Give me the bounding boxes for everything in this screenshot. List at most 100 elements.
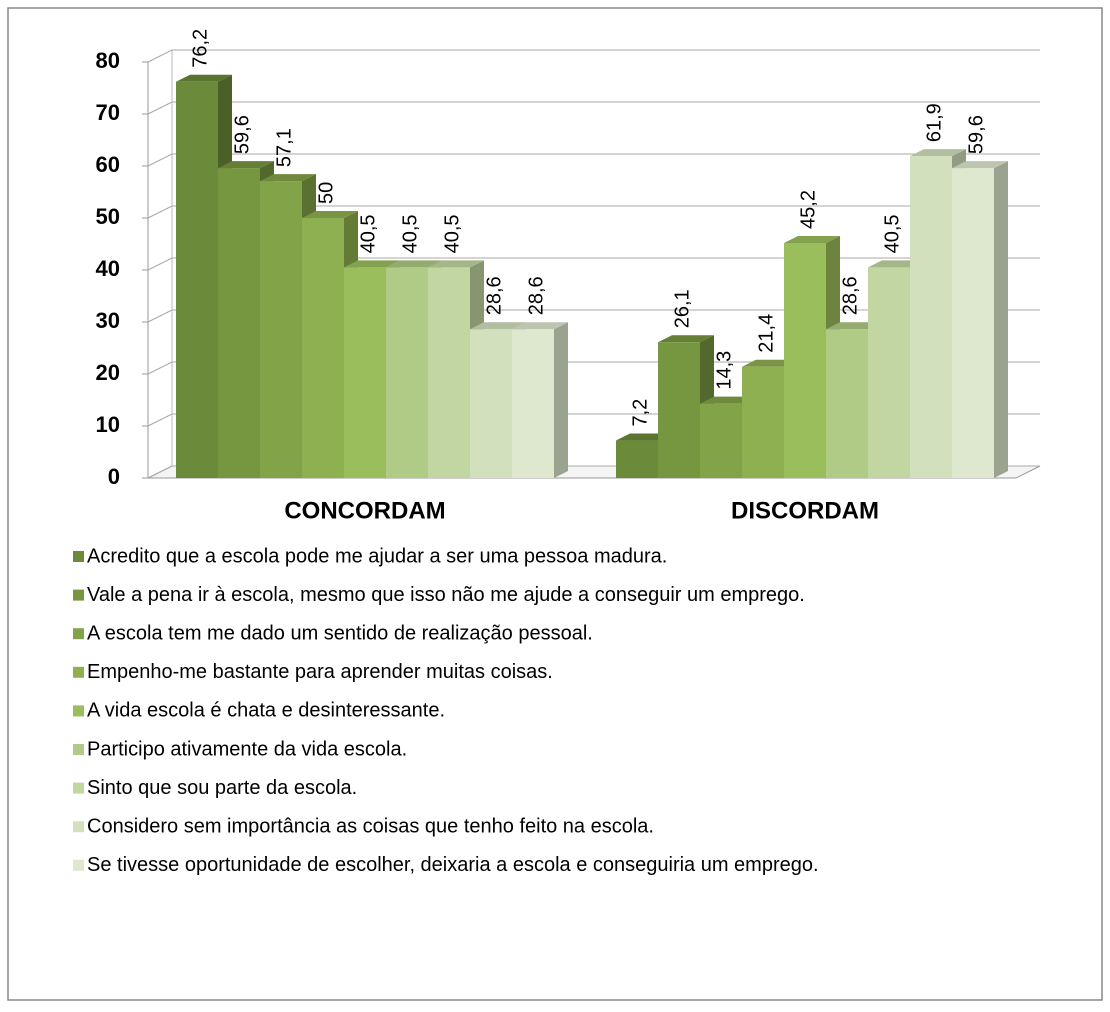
bar-top-shade <box>658 335 714 343</box>
legend-swatch <box>73 551 84 562</box>
bar-top-shade <box>470 322 526 330</box>
bar-top-shade <box>428 260 484 268</box>
value-label: 45,2 <box>797 190 819 229</box>
grid-line <box>147 153 1040 167</box>
bar <box>700 403 742 478</box>
bar <box>428 267 470 478</box>
bar <box>910 156 952 478</box>
bar <box>302 218 344 478</box>
bar-side-shade <box>994 161 1008 478</box>
value-label: 50 <box>315 182 337 204</box>
bar <box>386 267 428 478</box>
value-label: 14,3 <box>713 351 735 390</box>
bar-top <box>470 322 526 330</box>
grid-line <box>147 257 1040 271</box>
y-tick-label: 80 <box>96 48 120 73</box>
y-tick-label: 0 <box>108 464 120 489</box>
y-tick-label: 50 <box>96 204 120 229</box>
bar-top <box>784 235 840 243</box>
value-label: 26,1 <box>671 289 693 328</box>
grid-line <box>147 205 1040 219</box>
bar-top-shade <box>784 235 840 243</box>
bar <box>260 181 302 478</box>
bar-top <box>176 74 232 82</box>
bar-top <box>952 161 1008 169</box>
bar <box>176 81 218 478</box>
bar-top <box>512 322 568 330</box>
bar-top-shade <box>952 161 1008 169</box>
bar-top-shade <box>218 161 274 169</box>
legend-label: Sinto que sou parte da escola. <box>87 777 357 799</box>
bar <box>784 242 826 478</box>
bar-side-shade <box>554 322 568 478</box>
grid-line <box>147 361 1040 375</box>
bar <box>658 342 700 478</box>
grid-line <box>147 49 1040 63</box>
value-label: 28,6 <box>525 276 547 315</box>
bar-side <box>554 322 568 478</box>
value-label: 40,5 <box>357 214 379 253</box>
bar-top-shade <box>302 211 358 218</box>
x-tick-label: CONCORDAM <box>284 497 445 524</box>
legend-label: Considero sem importância as coisas que … <box>87 815 654 837</box>
bar <box>470 329 512 478</box>
bar-top <box>344 260 400 268</box>
bar-top-shade <box>386 260 442 268</box>
y-tick-label: 60 <box>96 152 120 177</box>
bar <box>868 267 910 478</box>
y-tick-label: 70 <box>96 100 120 125</box>
grid-line <box>147 309 1040 323</box>
legend-label: A vida escola é chata e desinteressante. <box>87 700 445 722</box>
legend-swatch <box>73 666 84 678</box>
bar-top <box>302 211 358 218</box>
legend-label: Participo ativamente da vida escola. <box>87 738 407 760</box>
value-label: 76,2 <box>189 29 211 68</box>
value-label: 7,2 <box>629 399 651 427</box>
value-label: 21,4 <box>755 314 777 353</box>
bar-top-shade <box>910 149 966 157</box>
bar-top <box>428 260 484 268</box>
y-tick-label: 40 <box>96 256 120 281</box>
legend-swatch <box>73 782 84 794</box>
value-label: 28,6 <box>839 276 861 315</box>
value-label: 40,5 <box>881 214 903 253</box>
bar-top <box>260 174 316 182</box>
bar-top-shade <box>260 174 316 182</box>
grid-line <box>147 101 1040 115</box>
x-tick-label: DISCORDAM <box>731 497 879 524</box>
value-label: 61,9 <box>923 103 945 142</box>
bar <box>616 440 658 478</box>
legend-label: Vale a pena ir à escola, mesmo que isso … <box>87 584 805 606</box>
value-label: 59,6 <box>231 115 253 154</box>
legend-swatch <box>73 589 84 601</box>
legend-swatch <box>73 744 84 755</box>
bar-top-shade <box>344 260 400 268</box>
legend-label: A escola tem me dado um sentido de reali… <box>87 622 593 644</box>
value-label: 59,6 <box>965 115 987 154</box>
legend-swatch <box>73 705 84 717</box>
value-label: 28,6 <box>483 276 505 315</box>
value-label: 40,5 <box>399 214 421 253</box>
y-tick-label: 10 <box>96 412 120 437</box>
bar <box>826 329 868 478</box>
legend-label: Se tivesse oportunidade de escolher, dei… <box>87 854 819 876</box>
legend-swatch <box>73 628 84 640</box>
y-tick-label: 30 <box>96 308 120 333</box>
legend-swatch <box>73 859 84 871</box>
y-tick-label: 20 <box>96 360 120 385</box>
bar-top <box>386 260 442 268</box>
bar-top <box>910 149 966 157</box>
legend-label: Acredito que a escola pode me ajudar a s… <box>87 545 667 567</box>
bar-top <box>658 335 714 343</box>
bar-side <box>994 161 1008 478</box>
legend-label: Empenho-me bastante para aprender muitas… <box>87 661 553 683</box>
legend-swatch <box>73 821 84 833</box>
value-label: 40,5 <box>441 214 463 253</box>
bar-top-shade <box>176 74 232 82</box>
bar <box>742 366 784 478</box>
bar <box>512 329 554 478</box>
bar-top-shade <box>512 322 568 330</box>
bar <box>344 267 386 478</box>
